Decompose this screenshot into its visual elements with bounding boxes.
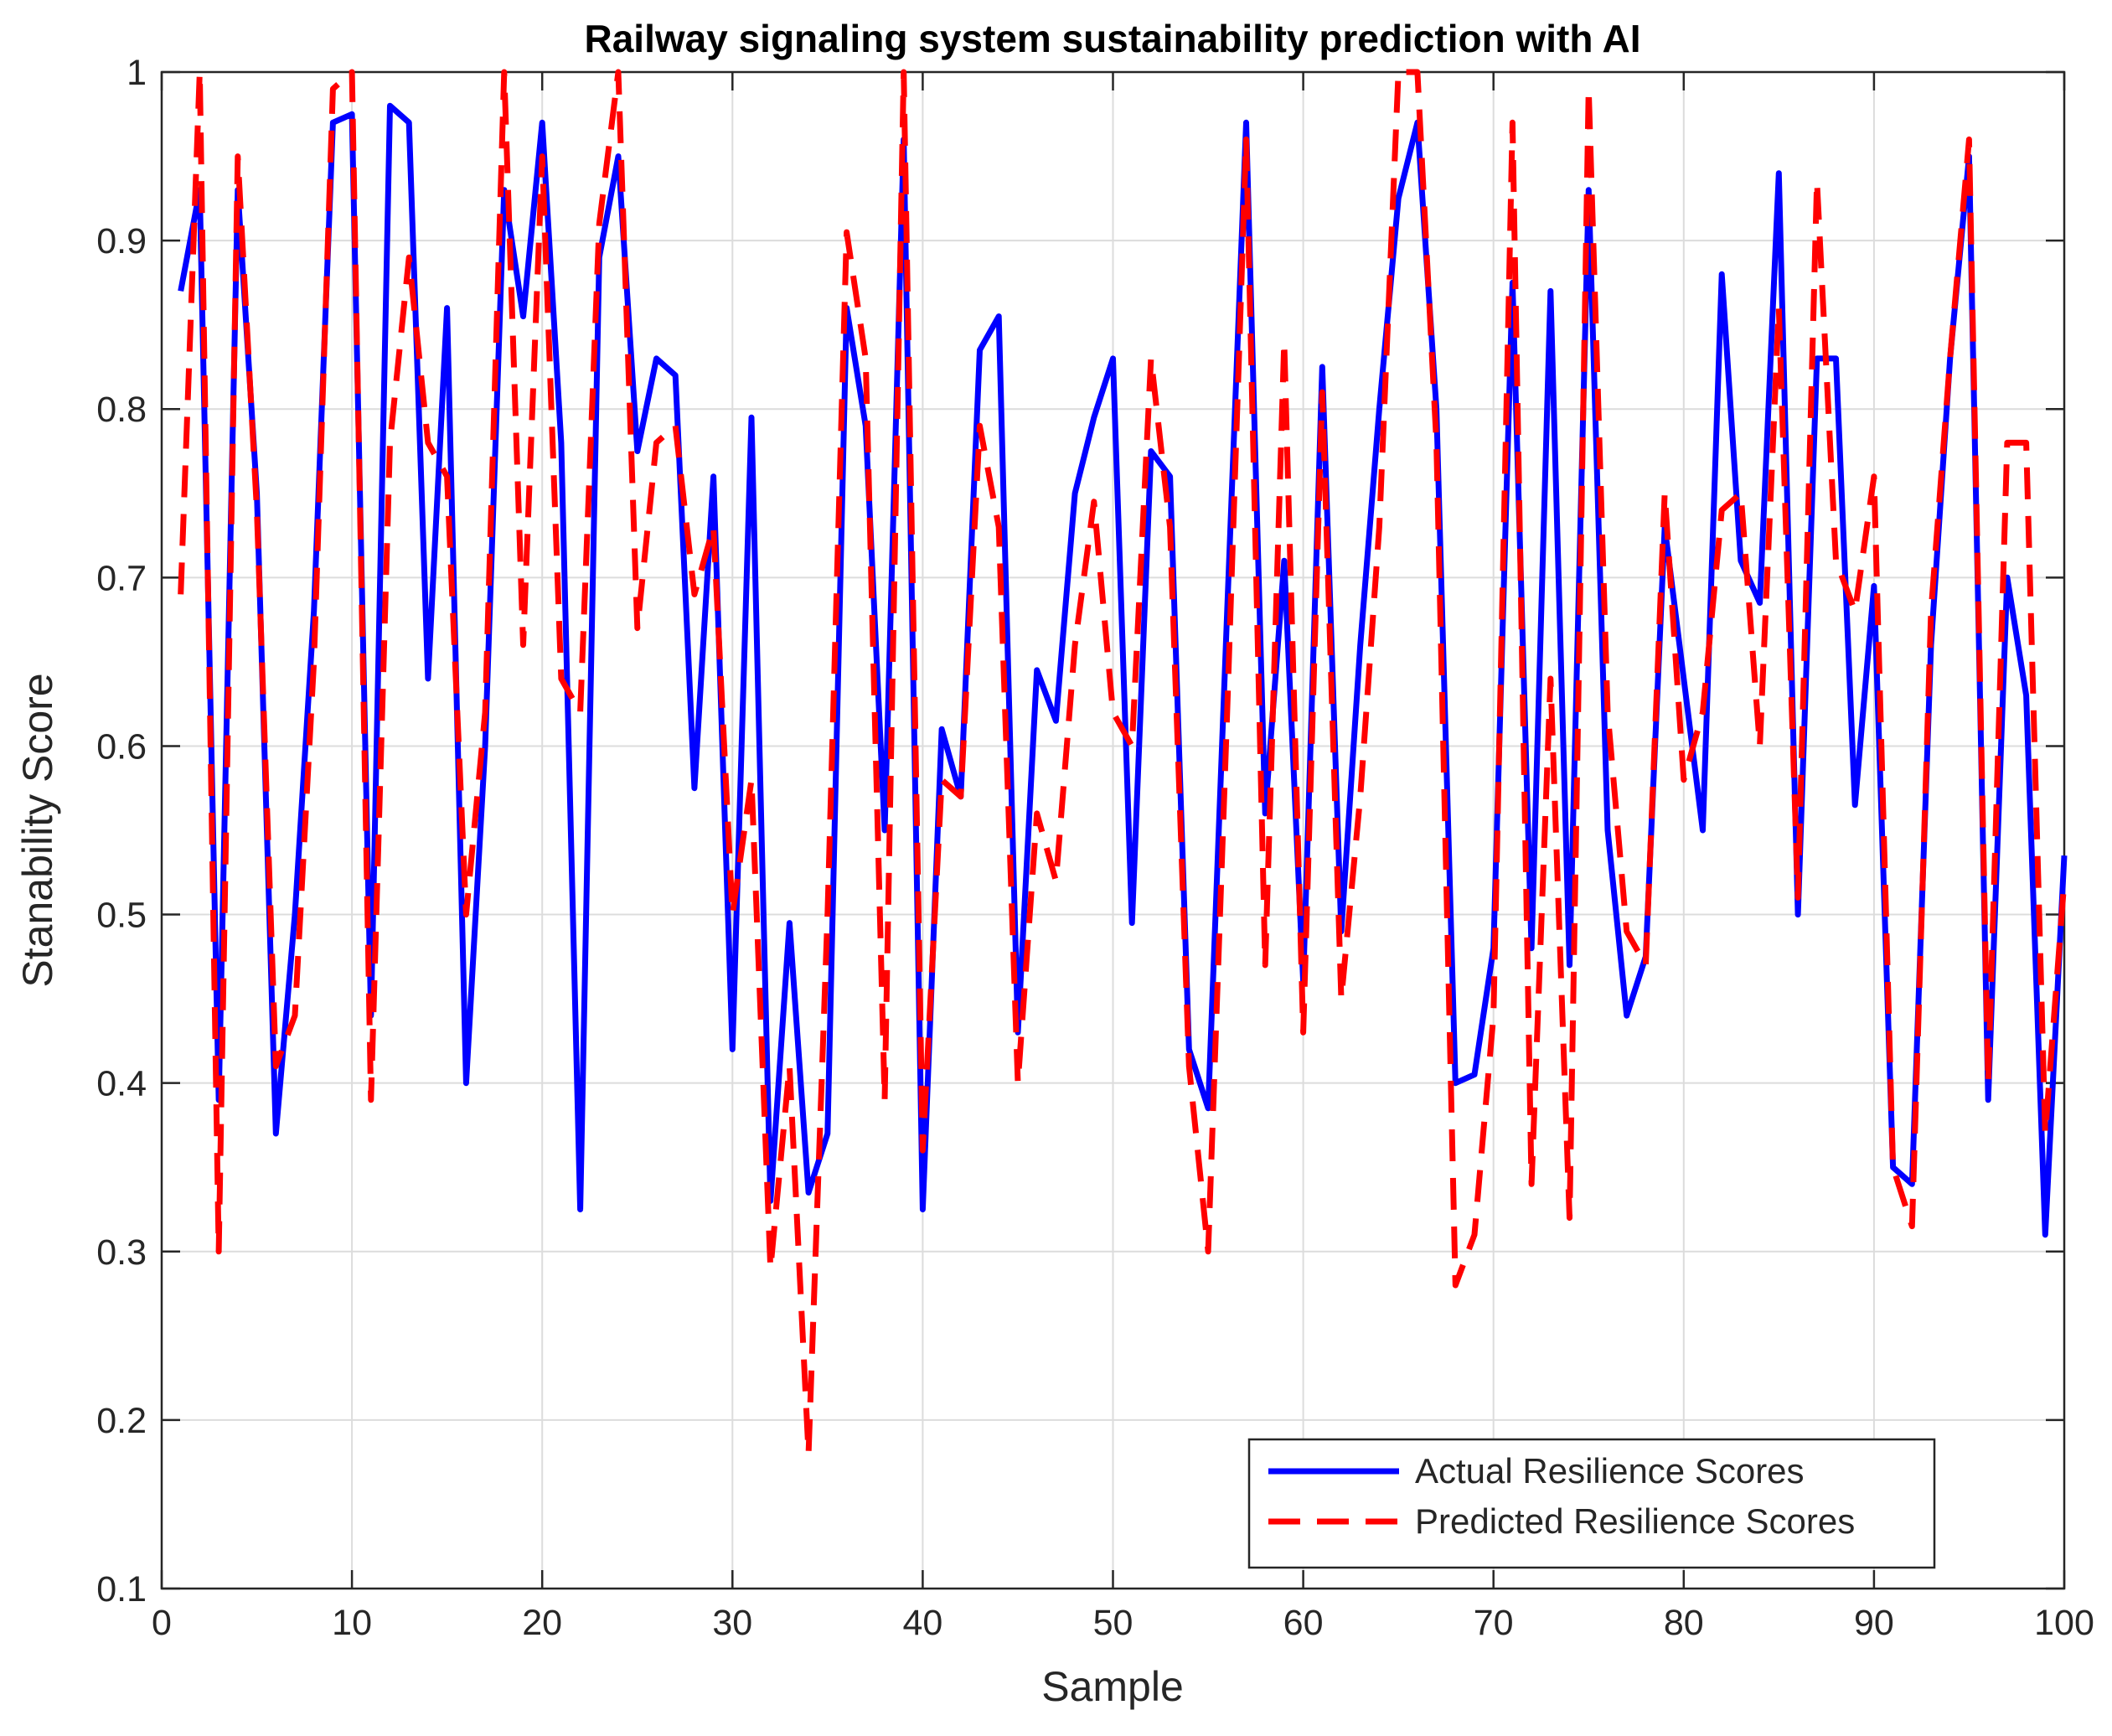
legend-label-predicted: Predicted Resilience Scores — [1415, 1501, 1855, 1541]
y-tick-label: 0.4 — [96, 1064, 147, 1104]
axis-ticks: 0 10 20 30 40 50 60 70 80 90 100 0.1 0.2 0.3 0.4 0.5 0.6… — [96, 53, 2094, 1643]
y-tick-label: 0.6 — [96, 726, 147, 767]
y-tick-label: 0.7 — [96, 558, 147, 598]
y-tick-label: 0.9 — [96, 221, 147, 261]
x-tick-label: 50 — [1093, 1603, 1133, 1643]
series-line-predicted — [178, 69, 2068, 1457]
x-tick-label: 10 — [332, 1603, 372, 1643]
y-tick-label: 0.1 — [96, 1569, 147, 1609]
y-tick-label: 0.8 — [96, 390, 147, 430]
x-tick-label: 70 — [1474, 1603, 1514, 1643]
grid-lines — [162, 72, 2064, 1589]
y-tick-label: 0.5 — [96, 896, 147, 936]
x-tick-label: 30 — [712, 1603, 752, 1643]
x-tick-label: 20 — [522, 1603, 562, 1643]
data-series — [178, 69, 2068, 1457]
x-tick-label: 80 — [1664, 1603, 1704, 1643]
legend-box — [1247, 1438, 1936, 1569]
y-axis-label: Stanability Score — [14, 673, 61, 987]
y-tick-label: 0.2 — [96, 1401, 147, 1441]
x-axis-label: Sample — [1041, 1663, 1184, 1710]
x-tick-label: 100 — [2034, 1603, 2094, 1643]
chart-title: Railway signaling system sustainability … — [584, 17, 1640, 60]
y-tick-label: 0.3 — [96, 1232, 147, 1273]
x-tick-label: 90 — [1854, 1603, 1894, 1643]
legend-label-actual: Actual Resilience Scores — [1415, 1451, 1805, 1491]
legend: Actual Resilience Scores Predicted Resil… — [1247, 1438, 1936, 1569]
x-tick-label: 40 — [902, 1603, 942, 1643]
x-tick-label: 60 — [1283, 1603, 1324, 1643]
x-tick-label: 0 — [152, 1603, 172, 1643]
y-tick-label: 1 — [127, 53, 147, 93]
